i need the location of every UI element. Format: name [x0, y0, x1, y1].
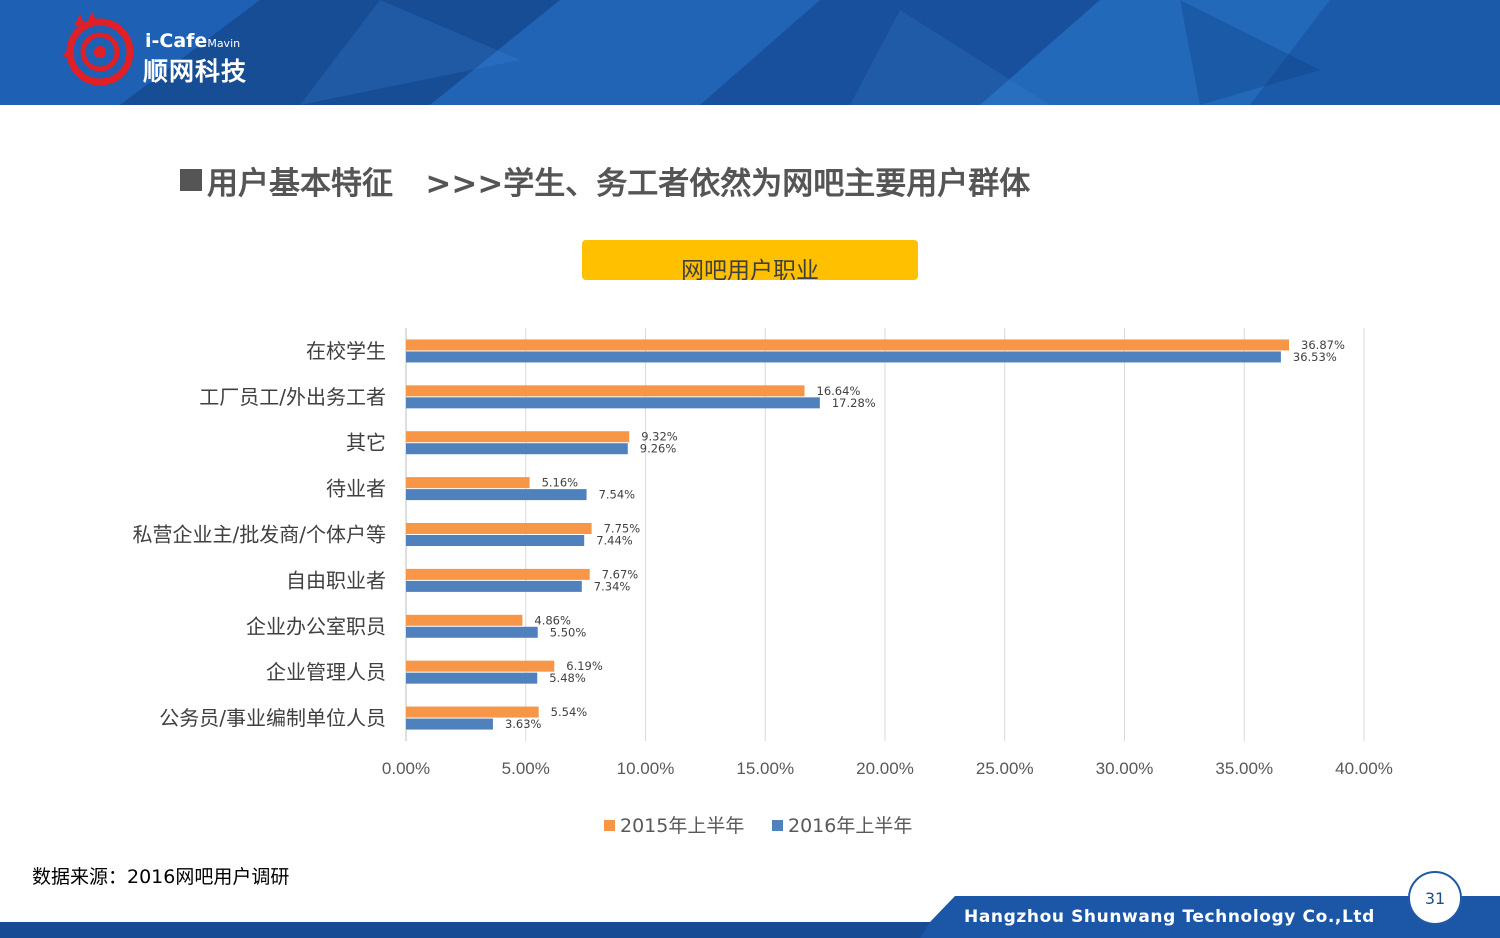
x-tick-label: 20.00%: [856, 759, 914, 778]
legend-label: 2015年上半年: [620, 815, 744, 837]
bar-2016: [406, 626, 538, 638]
category-label: 自由职业者: [286, 568, 386, 592]
bar-2015: [406, 568, 590, 580]
x-tick-label: 25.00%: [976, 759, 1034, 778]
bar-2016: [406, 397, 820, 409]
data-label: 6.19%: [566, 659, 603, 673]
footer-bar: [0, 896, 1500, 938]
bar-2015: [406, 614, 523, 626]
title-bullet-square: [180, 169, 202, 191]
category-label: 公务员/事业编制单位人员: [159, 706, 386, 730]
category-label: 工厂员工/外出务工者: [199, 385, 386, 409]
slide-title-row: 用户基本特征 >>>学生、务工者依然为网吧主要用户群体: [180, 160, 1031, 202]
legend-label: 2016年上半年: [788, 815, 912, 837]
logo-text-cn: 顺网科技: [143, 57, 248, 86]
slide-title: 用户基本特征 >>>学生、务工者依然为网吧主要用户群体: [207, 165, 1031, 202]
category-label: 企业管理人员: [266, 660, 386, 684]
data-label: 5.48%: [549, 671, 586, 685]
data-label: 7.44%: [596, 534, 633, 548]
bar-2016: [406, 580, 582, 592]
data-label: 17.28%: [832, 396, 876, 410]
category-label: 其它: [346, 431, 386, 455]
x-tick-label: 0.00%: [382, 759, 430, 778]
category-label: 企业办公室职员: [246, 614, 386, 638]
x-tick-label: 35.00%: [1215, 759, 1273, 778]
bar-2015: [406, 706, 539, 718]
data-source-note: 数据来源：2016网吧用户调研: [32, 866, 290, 888]
category-label: 私营企业主/批发商/个体户等: [133, 523, 386, 547]
x-tick-label: 15.00%: [736, 759, 794, 778]
legend-swatch: [772, 820, 783, 831]
bar-2016: [406, 443, 628, 455]
bar-2015: [406, 477, 530, 489]
header-banner: i-CafeMavin 顺网科技: [0, 0, 1500, 105]
bar-2016: [406, 489, 587, 501]
bar-2016: [406, 351, 1281, 363]
data-label: 7.67%: [602, 567, 639, 581]
bar-2015: [406, 523, 592, 534]
logo-text-en: i-CafeMavin: [145, 30, 241, 52]
bar-2015: [406, 660, 555, 672]
data-label: 5.16%: [542, 476, 579, 490]
data-label: 7.54%: [599, 488, 636, 502]
data-label: 16.64%: [817, 384, 861, 398]
data-label: 7.34%: [594, 579, 631, 593]
header-background: [0, 0, 1500, 105]
data-label: 7.75%: [604, 522, 641, 536]
x-tick-label: 10.00%: [617, 759, 675, 778]
bar-2016: [406, 672, 538, 684]
x-tick-label: 5.00%: [502, 759, 550, 778]
category-label: 在校学生: [306, 339, 386, 363]
data-label: 36.53%: [1293, 350, 1337, 364]
data-label: 5.54%: [551, 705, 588, 719]
bar-2016: [406, 535, 585, 546]
data-label: 4.86%: [534, 613, 571, 627]
x-tick-label: 40.00%: [1335, 759, 1393, 778]
company-name: Hangzhou Shunwang Technology Co.,Ltd: [964, 907, 1375, 927]
page-number-badge: 31: [1408, 871, 1462, 925]
chart-title-box: 网吧用户职业: [582, 240, 918, 280]
data-label: 3.63%: [505, 717, 542, 731]
bar-2015: [406, 385, 805, 397]
bar-2015: [406, 431, 630, 443]
bar-2016: [406, 718, 493, 730]
chart-title: 网吧用户职业: [681, 258, 819, 281]
category-label: 待业者: [326, 477, 386, 501]
bar-2015: [406, 339, 1290, 351]
data-label: 36.87%: [1301, 338, 1345, 352]
company-logo: [62, 12, 134, 86]
data-label: 9.32%: [641, 430, 678, 444]
data-label: 9.26%: [640, 442, 677, 456]
x-tick-label: 30.00%: [1096, 759, 1154, 778]
legend-swatch: [604, 820, 615, 831]
data-label: 5.50%: [550, 625, 587, 639]
